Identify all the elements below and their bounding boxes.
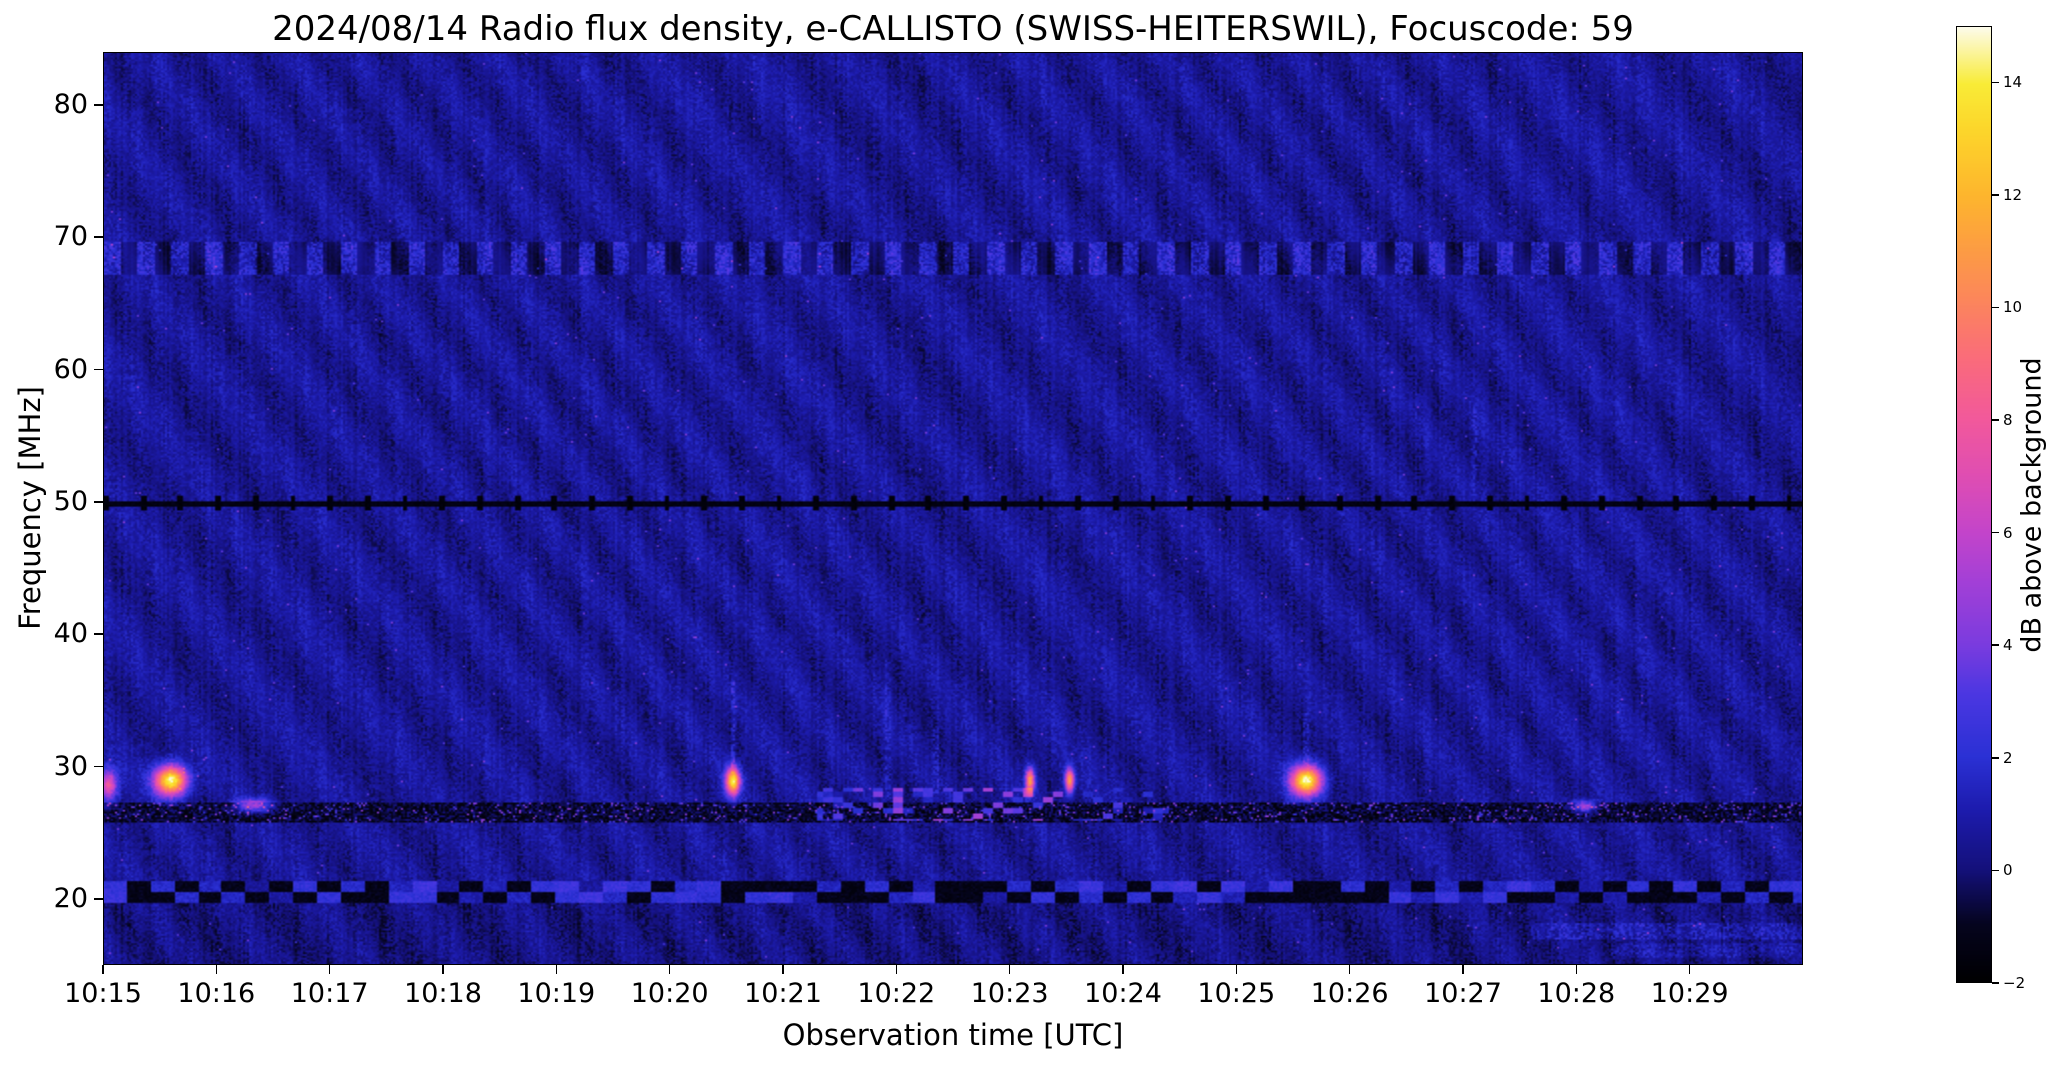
colorbar-tick — [1992, 757, 1999, 759]
colorbar-canvas — [1956, 26, 1992, 983]
x-tick-label: 10:25 — [1197, 978, 1276, 1009]
y-tick-label: 40 — [53, 618, 88, 650]
colorbar-tick — [1992, 306, 1999, 309]
y-tick-label: 60 — [53, 353, 88, 385]
colorbar-tick — [1992, 982, 1999, 984]
colorbar-tick — [1992, 644, 1999, 646]
colorbar-tick-label: 12 — [2003, 185, 2023, 204]
colorbar-tick — [1992, 869, 1999, 872]
colorbar-tick-label: 14 — [2003, 73, 2023, 92]
y-tick-label: 80 — [53, 88, 88, 120]
y-tick-label: 20 — [53, 882, 88, 914]
x-tick — [1462, 965, 1464, 974]
x-tick — [895, 965, 898, 974]
x-tick — [1348, 965, 1351, 974]
x-tick — [1575, 965, 1578, 974]
spectrogram-canvas — [103, 52, 1803, 965]
x-tick-label: 10:27 — [1424, 978, 1502, 1009]
x-tick — [442, 965, 444, 974]
colorbar-tick-label: 10 — [2003, 298, 2023, 317]
colorbar-tick-label: 4 — [2003, 636, 2013, 655]
chart-title: 2024/08/14 Radio flux density, e-CALLIST… — [272, 9, 1634, 49]
colorbar-tick-label: 0 — [2003, 861, 2013, 880]
x-tick-label: 10:17 — [290, 978, 369, 1009]
x-tick — [1235, 965, 1238, 974]
x-axis-label: Observation time [UTC] — [782, 1018, 1124, 1052]
y-tick-label: 70 — [53, 221, 88, 253]
x-tick-label: 10:23 — [970, 978, 1049, 1009]
colorbar-tick-label: 2 — [2003, 748, 2013, 767]
colorbar-tick — [1992, 419, 1999, 421]
x-tick — [328, 965, 331, 974]
x-tick-label: 10:20 — [630, 978, 709, 1009]
x-tick — [668, 965, 671, 974]
colorbar-tick — [1992, 194, 1999, 196]
x-tick — [215, 965, 218, 974]
x-tick-label: 10:18 — [404, 978, 482, 1009]
y-tick — [94, 368, 103, 371]
x-tick — [555, 965, 558, 974]
x-tick-label: 10:24 — [1084, 978, 1162, 1009]
x-tick — [782, 965, 784, 974]
colorbar-tick-label: 6 — [2003, 523, 2013, 542]
x-tick-label: 10:28 — [1537, 978, 1616, 1009]
colorbar-tick — [1992, 81, 1999, 84]
y-tick-label: 30 — [53, 750, 88, 782]
x-tick-label: 10:26 — [1310, 978, 1389, 1009]
x-tick — [102, 965, 104, 974]
x-tick-label: 10:15 — [64, 978, 142, 1009]
colorbar-tick-label: −2 — [2003, 974, 2026, 992]
y-tick — [94, 236, 103, 238]
x-tick-label: 10:22 — [857, 978, 936, 1009]
x-tick-label: 10:21 — [744, 978, 822, 1009]
y-tick — [94, 104, 103, 106]
y-tick — [94, 765, 103, 768]
y-tick — [94, 898, 103, 900]
x-tick-label: 10:29 — [1650, 978, 1729, 1009]
x-tick — [1008, 965, 1011, 974]
x-tick — [1688, 965, 1691, 974]
x-tick-label: 10:16 — [177, 978, 256, 1009]
x-tick-label: 10:19 — [517, 978, 596, 1009]
colorbar-tick-label: 8 — [2003, 411, 2013, 430]
y-tick — [94, 501, 103, 503]
y-tick-label: 50 — [53, 485, 88, 517]
y-tick — [94, 633, 103, 635]
colorbar-tick — [1992, 531, 1999, 534]
x-tick — [1122, 965, 1124, 974]
colorbar-label: dB above background — [2016, 357, 2047, 653]
